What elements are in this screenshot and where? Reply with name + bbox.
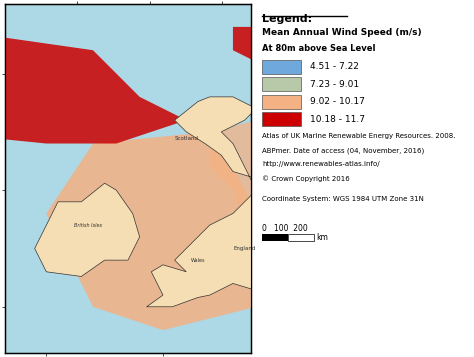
Polygon shape [35,183,140,276]
Text: Mean Annual Wind Speed (m/s): Mean Annual Wind Speed (m/s) [262,28,422,37]
Polygon shape [0,27,186,144]
Text: Scotland: Scotland [174,136,198,141]
Text: © Crown Copyright 2016: © Crown Copyright 2016 [262,175,350,182]
Polygon shape [46,132,256,330]
Text: km: km [317,233,328,242]
Text: ABPmer. Date of access (04, November, 2016): ABPmer. Date of access (04, November, 20… [262,147,424,154]
Text: 4.51 - 7.22: 4.51 - 7.22 [310,62,359,71]
Polygon shape [146,97,321,307]
Text: 9.02 - 10.17: 9.02 - 10.17 [310,97,365,106]
Text: Legend:: Legend: [262,14,312,24]
Polygon shape [233,27,326,74]
Text: 10.18 - 11.7: 10.18 - 11.7 [310,115,365,124]
Text: At 80m above Sea Level: At 80m above Sea Level [262,44,375,53]
Bar [262,95,301,109]
Polygon shape [210,120,326,353]
Text: British Isles: British Isles [74,223,102,228]
Text: 0   100  200: 0 100 200 [262,224,308,233]
Polygon shape [256,120,326,353]
Bar [262,112,301,126]
Text: Coordinate System: WGS 1984 UTM Zone 31N: Coordinate System: WGS 1984 UTM Zone 31N [262,196,424,202]
Text: http://www.renewables-atlas.info/: http://www.renewables-atlas.info/ [262,161,380,167]
Text: Atlas of UK Marine Renewable Energy Resources. 2008.: Atlas of UK Marine Renewable Energy Reso… [262,133,456,139]
Text: England: England [233,246,256,251]
Text: Wales: Wales [191,258,205,263]
Bar [288,235,314,241]
Text: 7.23 - 9.01: 7.23 - 9.01 [310,80,359,89]
Bar [262,77,301,91]
Bar [262,235,288,241]
Bar [262,60,301,74]
